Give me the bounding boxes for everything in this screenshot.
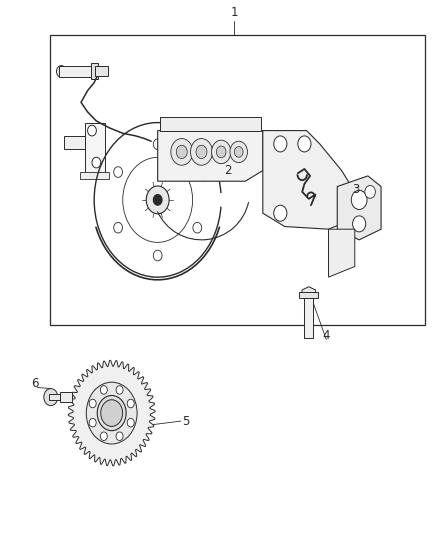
Bar bbox=[64, 136, 85, 149]
Text: 5: 5 bbox=[182, 415, 189, 427]
Circle shape bbox=[114, 167, 123, 177]
Bar bbox=[59, 66, 92, 77]
Circle shape bbox=[89, 418, 96, 427]
Text: 2: 2 bbox=[224, 164, 232, 177]
Polygon shape bbox=[328, 229, 355, 277]
Bar bbox=[160, 117, 261, 131]
Text: 3: 3 bbox=[353, 183, 360, 196]
Circle shape bbox=[101, 400, 123, 426]
Bar bbox=[85, 123, 105, 173]
Circle shape bbox=[171, 139, 193, 165]
Circle shape bbox=[153, 250, 162, 261]
Bar bbox=[60, 392, 72, 402]
Circle shape bbox=[97, 395, 126, 431]
Circle shape bbox=[196, 145, 207, 159]
Circle shape bbox=[191, 139, 212, 165]
Circle shape bbox=[88, 125, 96, 136]
Circle shape bbox=[100, 432, 107, 440]
Circle shape bbox=[351, 190, 367, 209]
Circle shape bbox=[212, 140, 231, 164]
Circle shape bbox=[193, 222, 201, 233]
Circle shape bbox=[57, 66, 66, 77]
Circle shape bbox=[127, 399, 134, 408]
Bar bbox=[299, 292, 318, 298]
Circle shape bbox=[274, 205, 287, 221]
Circle shape bbox=[86, 382, 137, 444]
Bar bbox=[304, 298, 313, 338]
Circle shape bbox=[153, 139, 162, 150]
Circle shape bbox=[116, 432, 123, 440]
Circle shape bbox=[92, 157, 101, 168]
Text: 4: 4 bbox=[322, 329, 330, 342]
Circle shape bbox=[193, 167, 201, 177]
Circle shape bbox=[89, 399, 96, 408]
Text: 1: 1 bbox=[230, 6, 238, 19]
Circle shape bbox=[114, 222, 123, 233]
Circle shape bbox=[176, 145, 187, 159]
Circle shape bbox=[146, 186, 169, 214]
Bar bbox=[91, 63, 98, 79]
Circle shape bbox=[353, 216, 366, 232]
Circle shape bbox=[298, 136, 311, 152]
Polygon shape bbox=[68, 360, 155, 466]
Circle shape bbox=[153, 195, 162, 205]
Bar bbox=[80, 172, 109, 179]
Polygon shape bbox=[49, 394, 60, 400]
Circle shape bbox=[230, 141, 247, 163]
Polygon shape bbox=[158, 131, 263, 181]
Bar bbox=[50, 35, 425, 325]
Circle shape bbox=[274, 136, 287, 152]
Polygon shape bbox=[302, 287, 316, 300]
Text: 6: 6 bbox=[31, 377, 39, 390]
Polygon shape bbox=[263, 131, 355, 229]
Circle shape bbox=[127, 418, 134, 427]
Circle shape bbox=[216, 146, 226, 158]
Circle shape bbox=[234, 147, 243, 157]
Circle shape bbox=[365, 185, 375, 198]
Circle shape bbox=[100, 386, 107, 394]
Bar bbox=[95, 66, 108, 76]
Circle shape bbox=[116, 386, 123, 394]
Polygon shape bbox=[337, 176, 381, 240]
Circle shape bbox=[44, 389, 58, 406]
